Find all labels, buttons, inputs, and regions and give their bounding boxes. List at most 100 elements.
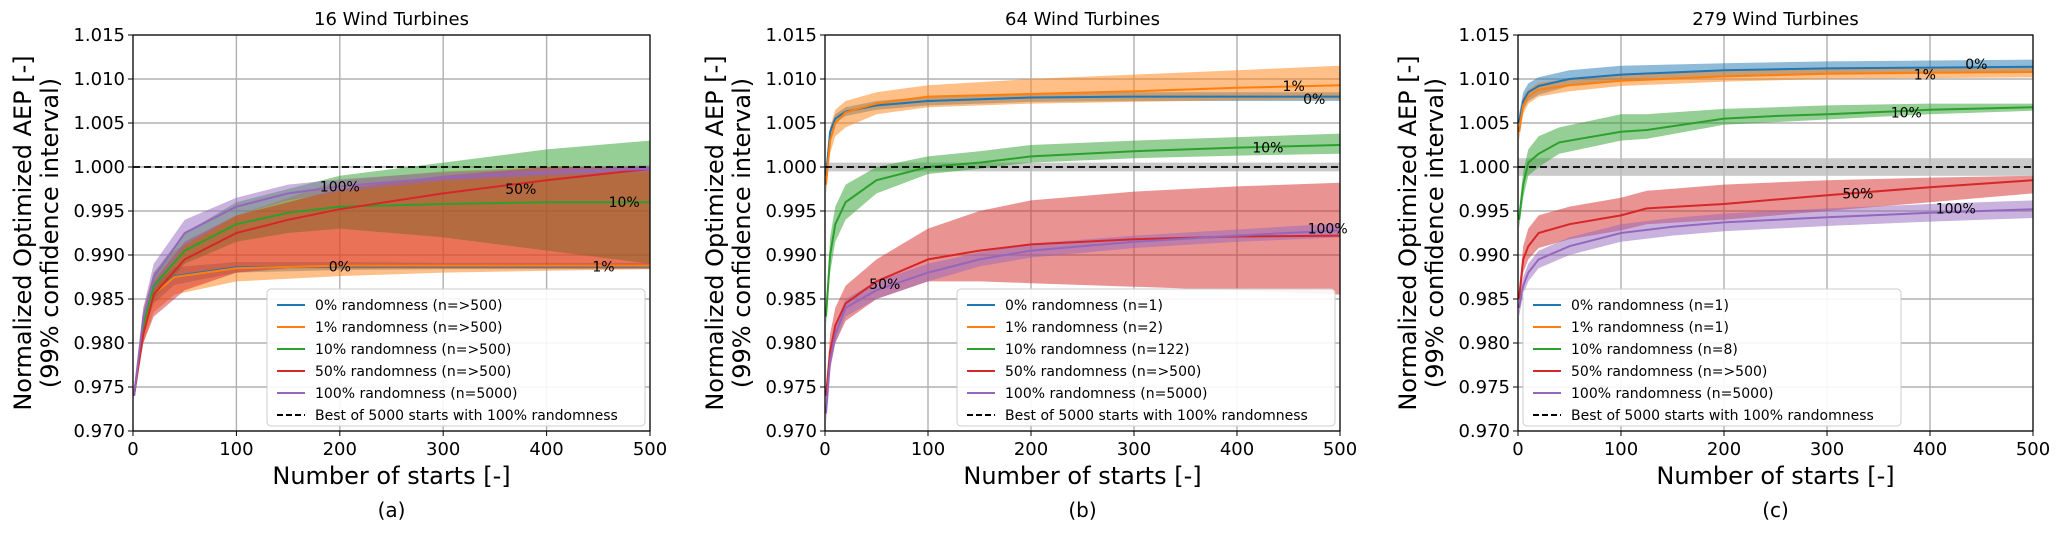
curve-label: 100% (1308, 222, 1348, 238)
curve-label: 0% (1965, 57, 1987, 73)
mean-line-1% (1518, 71, 2033, 132)
curve-label: 50% (505, 182, 536, 198)
y-tick-label: 1.000 (765, 157, 817, 178)
axes-frame (824, 34, 1341, 432)
y-axis-label: Normalized Optimized AEP [-] (9, 55, 37, 410)
x-tick-label: 0 (1512, 439, 1523, 460)
y-tick-label: 1.015 (73, 25, 125, 46)
legend: 0% randomness (n=1) 1% randomness (n=1) 10… (1522, 288, 1902, 427)
mean-line-50% (825, 234, 1340, 396)
legend-entry: 10% randomness (n=8) (1571, 342, 1738, 358)
legend-box (266, 288, 646, 427)
mean-line-10% (1518, 106, 2033, 220)
legend-entry: 0% randomness (n=1) (1005, 298, 1163, 314)
chart-title: 16 Wind Turbines (314, 9, 469, 30)
legend-entry: 10% randomness (n=122) (1005, 342, 1190, 358)
y-tick-label: 1.005 (73, 113, 125, 134)
subfigure-label: (b) (1068, 498, 1096, 522)
y-tick-label: 1.015 (1458, 25, 1510, 46)
plot-area (1518, 59, 2033, 317)
legend-entry: 100% randomness (n=5000) (1005, 386, 1207, 402)
mean-line-10% (133, 201, 650, 396)
y-tick-label: 1.010 (765, 69, 817, 90)
y-tick-label: 1.000 (73, 157, 125, 178)
curve-label: 100% (320, 179, 360, 195)
y-tick-label: 0.980 (1458, 333, 1510, 354)
legend: 0% randomness (n=1) 1% randomness (n=2) 10… (956, 288, 1336, 427)
x-tick-label: 200 (1707, 439, 1741, 460)
curve-label: 100% (1936, 201, 1976, 217)
y-tick-label: 1.005 (1458, 113, 1510, 134)
x-tick-label: 300 (1117, 439, 1151, 460)
y-tick-label: 0.970 (765, 421, 817, 442)
x-tick-label: 400 (1220, 439, 1254, 460)
subfigure-label: (a) (378, 498, 406, 522)
mean-line-100% (1518, 208, 2033, 308)
y-axis-label-2: (99% confidence interval) (728, 78, 756, 388)
x-axis-label: Number of starts [-] (963, 462, 1201, 490)
x-tick-label: 200 (323, 439, 357, 460)
mean-line-50% (133, 167, 650, 396)
subfigure-label: (c) (1762, 498, 1789, 522)
chart-panel-2: 0% 1% 10% 50% 100% 0 100 200 300 400 500 0.970 0.975… (1394, 9, 2050, 522)
legend-entry: 0% randomness (n=>500) (315, 298, 502, 314)
x-tick-label: 400 (1913, 439, 1947, 460)
x-tick-label: 200 (1014, 439, 1048, 460)
chart-panel-1: 0%1% 10% 50% 100% 0 100 200 300 400 500 0.970 0.975… (701, 9, 1357, 522)
y-tick-label: 0.975 (73, 377, 125, 398)
confidence-band-10% (826, 133, 1340, 326)
x-tick-label: 100 (219, 439, 253, 460)
confidence-band-50% (134, 167, 650, 396)
x-tick-label: 400 (529, 439, 563, 460)
curve-label: 0% (1303, 92, 1325, 108)
legend-entry: 0% randomness (n=1) (1571, 298, 1729, 314)
y-tick-label: 1.010 (1458, 69, 1510, 90)
legend-entry: 100% randomness (n=5000) (1571, 386, 1773, 402)
chart-panel-0: 0% 1% 10% 50% 100% 0 100 200 300 400 500 0.970 0.975… (9, 9, 667, 522)
x-tick-label: 100 (911, 439, 945, 460)
x-tick-label: 500 (2016, 439, 2050, 460)
curve-label: 1% (1914, 68, 1936, 84)
legend-entry: 10% randomness (n=>500) (315, 342, 511, 358)
x-tick-label: 500 (633, 439, 667, 460)
legend-entry: 100% randomness (n=5000) (315, 386, 517, 402)
y-tick-label: 0.990 (1458, 245, 1510, 266)
legend-entry: 1% randomness (n=1) (1571, 320, 1729, 336)
legend-entry: Best of 5000 starts with 100% randomness (1005, 408, 1308, 424)
y-tick-label: 1.000 (1458, 157, 1510, 178)
confidence-band-10% (1519, 103, 2033, 229)
y-tick-label: 0.970 (1458, 421, 1510, 442)
y-axis-label-2: (99% confidence interval) (1421, 78, 1449, 388)
y-tick-label: 0.995 (765, 201, 817, 222)
legend-entry: 50% randomness (n=>500) (1005, 364, 1201, 380)
y-tick-label: 0.980 (73, 333, 125, 354)
y-tick-label: 0.990 (73, 245, 125, 266)
plot-area (825, 65, 1340, 423)
curve-label: 10% (609, 195, 640, 211)
y-tick-label: 0.970 (73, 421, 125, 442)
legend-box (956, 288, 1336, 427)
mean-line-100% (133, 167, 650, 396)
x-tick-label: 300 (426, 439, 460, 460)
y-axis-label: Normalized Optimized AEP [-] (701, 55, 729, 410)
curve-label: 50% (1842, 186, 1873, 202)
curve-label: 0% (329, 259, 351, 275)
y-axis-label: Normalized Optimized AEP [-] (1394, 55, 1422, 410)
chart-title: 279 Wind Turbines (1692, 9, 1858, 30)
chart-title: 64 Wind Turbines (1005, 9, 1160, 30)
mean-line-0% (825, 95, 1340, 176)
curve-label: 10% (1891, 105, 1922, 121)
curve-label: 1% (1283, 79, 1305, 95)
y-tick-label: 1.015 (765, 25, 817, 46)
y-tick-label: 0.990 (765, 245, 817, 266)
mean-line-100% (825, 229, 1340, 414)
y-axis-label-2: (99% confidence interval) (36, 78, 64, 388)
x-tick-label: 100 (1604, 439, 1638, 460)
confidence-band-1% (1519, 66, 2033, 141)
y-tick-label: 0.975 (765, 377, 817, 398)
curve-label: 10% (1252, 141, 1283, 157)
x-tick-label: 500 (1323, 439, 1357, 460)
y-tick-label: 0.985 (765, 289, 817, 310)
legend-entry: 50% randomness (n=>500) (315, 364, 511, 380)
